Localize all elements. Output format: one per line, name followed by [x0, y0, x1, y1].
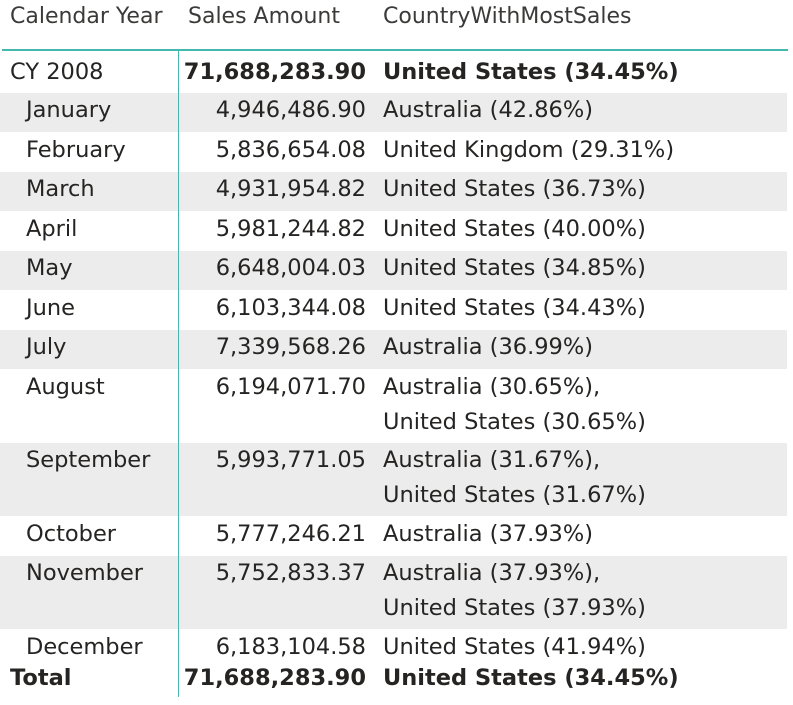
month-label[interactable]: July	[26, 334, 67, 360]
table-row[interactable]: June 6,103,344.08 United States (34.43%)	[0, 291, 787, 330]
year-country: United States (34.45%)	[383, 59, 679, 85]
month-amount: 5,777,246.21	[215, 521, 366, 547]
month-label[interactable]: April	[26, 216, 78, 242]
month-country: United States (41.94%)	[383, 630, 646, 665]
table-row[interactable]: March 4,931,954.82 United States (36.73%)	[0, 172, 787, 211]
column-header-calendar-year[interactable]: Calendar Year	[10, 4, 163, 29]
month-label[interactable]: June	[26, 295, 75, 321]
year-label[interactable]: CY 2008	[10, 59, 104, 85]
row-header-divider	[178, 51, 179, 697]
month-label[interactable]: September	[26, 447, 151, 473]
country-line: United States (36.73%)	[383, 176, 646, 202]
month-amount: 7,339,568.26	[215, 334, 366, 360]
month-label[interactable]: December	[26, 634, 143, 660]
table-row[interactable]: October 5,777,246.21 Australia (37.93%)	[0, 517, 787, 556]
table-row[interactable]: May 6,648,004.03 United States (34.85%)	[0, 251, 787, 290]
month-country: Australia (42.86%)	[383, 93, 593, 128]
country-line: Australia (36.99%)	[383, 334, 594, 360]
table-row[interactable]: December 6,183,104.58 United States (41.94…	[0, 630, 787, 669]
month-amount: 6,648,004.03	[215, 255, 366, 281]
month-amount: 5,836,654.08	[215, 137, 366, 163]
month-label[interactable]: January	[26, 97, 112, 123]
month-label[interactable]: February	[26, 137, 126, 163]
country-line: Australia (37.93%)	[383, 521, 594, 547]
table-row[interactable]: September 5,993,771.05 Australia (31.67%),…	[0, 443, 787, 516]
country-line: Australia (37.93%),	[383, 560, 601, 586]
country-line: Australia (31.67%),	[383, 447, 601, 473]
month-amount: 5,981,244.82	[215, 216, 366, 242]
month-country: United States (40.00%)	[383, 212, 646, 247]
month-country: Australia (37.93%)	[383, 517, 593, 552]
country-line: United States (41.94%)	[383, 634, 646, 660]
total-amount: 71,688,283.90	[183, 665, 366, 691]
country-line: Australia (42.86%)	[383, 97, 594, 123]
month-amount: 4,946,486.90	[215, 97, 366, 123]
column-header-country[interactable]: CountryWithMostSales	[383, 4, 632, 29]
month-amount: 5,993,771.05	[215, 447, 366, 473]
table-row[interactable]: November 5,752,833.37 Australia (37.93%), U…	[0, 556, 787, 629]
month-amount: 6,194,071.70	[215, 374, 366, 400]
month-amount: 6,183,104.58	[215, 634, 366, 660]
table-row[interactable]: January 4,946,486.90 Australia (42.86%)	[0, 93, 787, 132]
country-line: United States (37.93%)	[383, 595, 646, 621]
month-country: United Kingdom (29.31%)	[383, 133, 674, 168]
month-label[interactable]: August	[26, 374, 105, 400]
column-header-sales-amount[interactable]: Sales Amount	[188, 4, 341, 29]
country-line: United States (40.00%)	[383, 216, 646, 242]
country-line: United Kingdom (29.31%)	[383, 137, 675, 163]
table-row[interactable]: August 6,194,071.70 Australia (30.65%), Uni…	[0, 370, 787, 443]
year-row[interactable]: CY 2008 71,688,283.90 United States (34.…	[0, 55, 787, 91]
month-label[interactable]: November	[26, 560, 144, 586]
month-country: Australia (31.67%), United States (31.67%…	[383, 443, 646, 513]
year-amount: 71,688,283.90	[183, 59, 366, 85]
total-label: Total	[10, 665, 72, 691]
country-line: United States (31.67%)	[383, 482, 646, 508]
country-line: United States (30.65%)	[383, 409, 646, 435]
table-row[interactable]: February 5,836,654.08 United Kingdom (29.3…	[0, 133, 787, 172]
country-line: Australia (30.65%),	[383, 374, 601, 400]
month-label[interactable]: March	[26, 176, 95, 202]
month-country: United States (34.43%)	[383, 291, 646, 326]
month-country: Australia (30.65%), United States (30.65%…	[383, 370, 646, 440]
month-country: Australia (37.93%), United States (37.93%…	[383, 556, 646, 626]
month-label[interactable]: May	[26, 255, 73, 281]
month-country: United States (34.85%)	[383, 251, 646, 286]
header-divider	[2, 49, 788, 51]
month-country: Australia (36.99%)	[383, 330, 593, 365]
country-line: United States (34.43%)	[383, 295, 646, 321]
month-amount: 5,752,833.37	[215, 560, 366, 586]
month-amount: 6,103,344.08	[215, 295, 366, 321]
country-line: United States (34.85%)	[383, 255, 646, 281]
month-amount: 4,931,954.82	[215, 176, 366, 202]
month-country: United States (36.73%)	[383, 172, 646, 207]
total-row: Total 71,688,283.90 United States (34.45…	[0, 661, 787, 697]
total-country: United States (34.45%)	[383, 665, 679, 691]
table-row[interactable]: April 5,981,244.82 United States (40.00%)	[0, 212, 787, 251]
month-label[interactable]: October	[26, 521, 117, 547]
table-row[interactable]: July 7,339,568.26 Australia (36.99%)	[0, 330, 787, 369]
